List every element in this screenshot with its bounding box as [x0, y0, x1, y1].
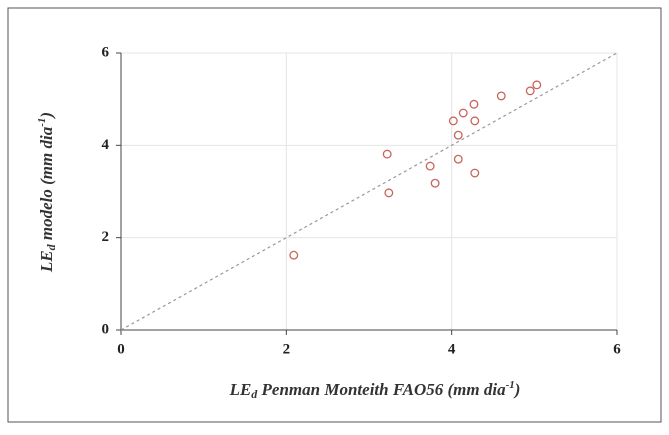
y-tick-label: 2: [102, 229, 110, 245]
point: [430, 178, 440, 188]
point: [470, 168, 480, 178]
y-tick-label: 4: [102, 137, 110, 153]
point: [448, 116, 458, 126]
y-label-main: LE: [37, 250, 56, 273]
y-label-sup: -1: [36, 118, 48, 127]
point: [289, 250, 299, 260]
x-tick-label: 2: [283, 341, 291, 357]
x-tick-label: 0: [117, 341, 125, 357]
identity-line: [120, 52, 618, 331]
y-label-rest: modelo (mm dia: [37, 126, 56, 244]
x-label-rest: Penman Monteith FAO56 (mm dia: [257, 380, 506, 399]
point: [384, 188, 394, 198]
y-label-end: ): [37, 112, 56, 120]
y-tick-label: 0: [102, 321, 110, 337]
x-label-sub: d: [251, 387, 258, 401]
point: [469, 99, 479, 109]
x-tick-label: 4: [448, 341, 456, 357]
y-axis-label: LEd modelo (mm dia-1): [36, 112, 58, 273]
point: [525, 86, 535, 96]
point: [453, 154, 463, 164]
x-tick-label: 6: [613, 341, 621, 357]
point: [425, 161, 435, 171]
x-label-main: LE: [229, 380, 252, 399]
point: [532, 80, 542, 90]
point: [458, 108, 468, 118]
x-label-sup: -1: [506, 379, 515, 391]
y-label-sub: d: [44, 243, 58, 250]
point: [382, 149, 392, 159]
y-tick-label: 6: [102, 44, 110, 60]
x-axis-label: LEd Penman Monteith FAO56 (mm dia-1): [229, 379, 521, 401]
point: [470, 116, 480, 126]
frame: [7, 7, 662, 423]
x-label-end: ): [513, 380, 521, 399]
point: [453, 130, 463, 140]
point: [496, 91, 506, 101]
